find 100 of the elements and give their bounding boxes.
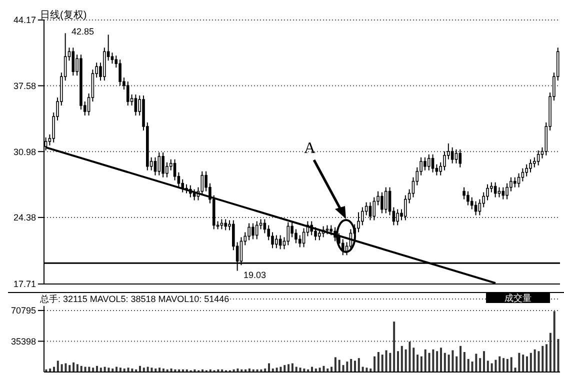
bar (436, 351, 438, 372)
annotation: 19.03 (244, 270, 266, 280)
annotation: 总手: 32115 MAVOL5: 38518 MAVOL10: 51446 (40, 293, 230, 306)
bar (420, 356, 422, 372)
candlestick (318, 228, 321, 241)
bar (553, 311, 556, 372)
bar (475, 354, 478, 372)
bar (80, 366, 82, 372)
candlestick (361, 206, 364, 226)
bar (428, 352, 430, 372)
candlestick (298, 234, 302, 248)
bar (482, 351, 485, 372)
bar (557, 338, 560, 372)
y-tick-label: 70795 (10, 306, 36, 316)
bar (354, 360, 356, 372)
candlestick (490, 182, 493, 193)
bar (538, 351, 540, 372)
bar (542, 346, 544, 372)
candlestick (110, 52, 114, 64)
candlestick (286, 222, 290, 246)
bar (288, 364, 290, 372)
bar (60, 364, 63, 372)
candlestick (482, 192, 485, 208)
candlestick (525, 164, 528, 177)
bar (350, 358, 352, 372)
bar (456, 356, 458, 372)
bar (385, 350, 388, 372)
candlestick (380, 192, 384, 214)
bar (502, 358, 505, 372)
bar (158, 368, 161, 372)
candlestick (502, 186, 505, 200)
bar (510, 357, 512, 372)
candlestick (126, 81, 130, 106)
bar (377, 352, 380, 372)
bar (64, 363, 67, 372)
candlestick (506, 182, 508, 200)
candlestick (513, 176, 516, 188)
bar (393, 322, 396, 372)
bar (299, 368, 302, 372)
candlestick (510, 176, 512, 192)
bar (530, 352, 532, 372)
bar (479, 358, 482, 372)
bar (342, 365, 344, 372)
bar (546, 344, 548, 372)
bar (412, 348, 415, 372)
bar (346, 362, 348, 372)
bar (549, 332, 552, 372)
candlestick (271, 232, 274, 249)
bar (291, 363, 294, 372)
bar (119, 368, 122, 372)
candlestick (454, 148, 458, 164)
bar (76, 364, 78, 372)
candlestick (396, 208, 399, 226)
y-tick-label: 37.58 (13, 80, 36, 91)
bar (358, 358, 360, 372)
annotation: A (304, 140, 316, 158)
bar (522, 354, 524, 372)
bar (400, 346, 403, 372)
candlestick (248, 222, 250, 241)
candlestick (162, 152, 164, 178)
candlestick (536, 150, 540, 166)
bar (322, 366, 325, 372)
bar (432, 349, 434, 372)
bar (268, 363, 270, 372)
candlestick (470, 196, 474, 210)
candlestick (450, 146, 454, 164)
bar (463, 352, 466, 372)
candlestick (424, 156, 426, 171)
candlestick (427, 154, 430, 171)
candlestick (466, 190, 470, 206)
candlestick (384, 186, 388, 214)
bar (396, 351, 399, 372)
candlestick (154, 156, 157, 176)
bar (276, 368, 278, 372)
y-tick-label: 35398 (10, 336, 36, 346)
candlestick (252, 222, 254, 240)
bar (374, 356, 376, 372)
bar (68, 365, 71, 372)
candlestick (158, 152, 161, 176)
y-tick-label: 17.71 (13, 279, 36, 290)
bar (142, 368, 145, 372)
bar (534, 349, 536, 372)
bar (56, 360, 59, 372)
bar (440, 348, 442, 372)
chart-title: 日线(复权) (40, 8, 87, 22)
bar (448, 354, 450, 372)
bar (284, 365, 286, 372)
candlestick (200, 170, 204, 196)
bar (526, 356, 528, 372)
bar (486, 360, 489, 372)
y-tick-label: 24.38 (13, 212, 36, 223)
candlestick (431, 154, 434, 173)
candlestick (372, 196, 376, 221)
bar (108, 368, 110, 372)
bar (334, 357, 336, 372)
bar (318, 368, 321, 372)
bar (498, 356, 501, 372)
bar (506, 358, 508, 372)
candlestick (443, 150, 446, 171)
candlestick (486, 184, 489, 201)
